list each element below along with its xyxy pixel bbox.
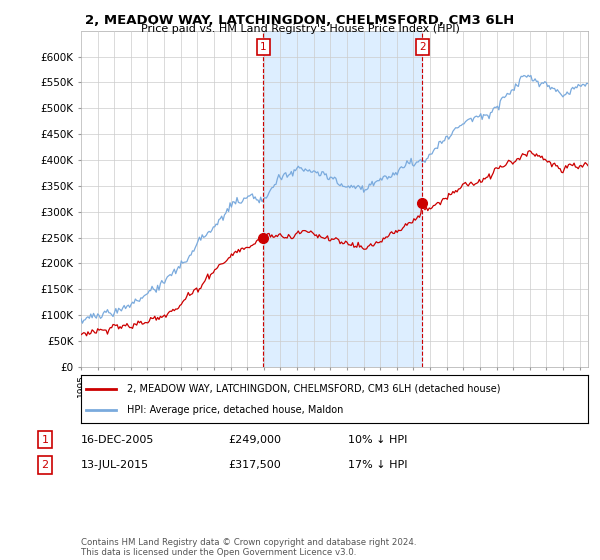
- Text: 2, MEADOW WAY, LATCHINGDON, CHELMSFORD, CM3 6LH: 2, MEADOW WAY, LATCHINGDON, CHELMSFORD, …: [85, 14, 515, 27]
- Text: 13-JUL-2015: 13-JUL-2015: [81, 460, 149, 470]
- Text: 10% ↓ HPI: 10% ↓ HPI: [348, 435, 407, 445]
- Text: Price paid vs. HM Land Registry's House Price Index (HPI): Price paid vs. HM Land Registry's House …: [140, 24, 460, 34]
- Text: 2: 2: [41, 460, 49, 470]
- Text: Contains HM Land Registry data © Crown copyright and database right 2024.
This d: Contains HM Land Registry data © Crown c…: [81, 538, 416, 557]
- Bar: [263, 31, 422, 367]
- Text: £249,000: £249,000: [228, 435, 281, 445]
- Text: 17% ↓ HPI: 17% ↓ HPI: [348, 460, 407, 470]
- Text: 2: 2: [419, 43, 425, 52]
- Text: 2, MEADOW WAY, LATCHINGDON, CHELMSFORD, CM3 6LH (detached house): 2, MEADOW WAY, LATCHINGDON, CHELMSFORD, …: [127, 384, 500, 394]
- Text: 1: 1: [260, 43, 266, 52]
- Text: 1: 1: [41, 435, 49, 445]
- Text: 16-DEC-2005: 16-DEC-2005: [81, 435, 154, 445]
- Text: £317,500: £317,500: [228, 460, 281, 470]
- Text: HPI: Average price, detached house, Maldon: HPI: Average price, detached house, Mald…: [127, 405, 343, 416]
